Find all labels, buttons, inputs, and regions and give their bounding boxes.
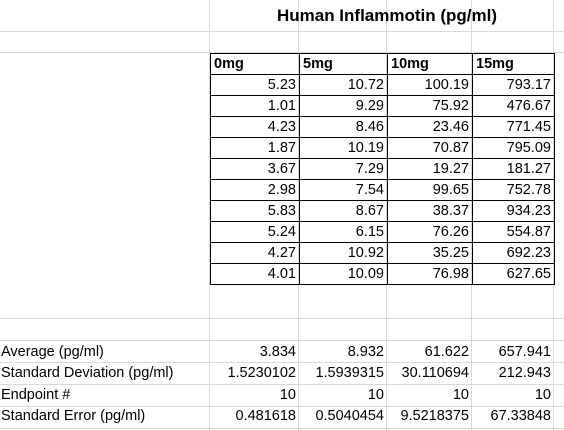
data-cell[interactable]: 9.29 [299,95,388,117]
data-cell[interactable]: 8.67 [299,200,388,222]
data-cell[interactable]: 1.01 [210,95,300,117]
stat-label[interactable]: Average (pg/ml) [1,343,104,360]
stat-row: Endpoint # 10 10 10 10 [0,384,554,406]
stat-label[interactable]: Standard Error (pg/ml) [1,408,146,425]
column-header-cell[interactable]: 5mg [299,53,388,75]
data-cell[interactable]: 752.78 [472,179,555,201]
table-row: 4.27 10.92 35.25 692.23 [210,242,555,264]
data-cell[interactable]: 181.27 [472,158,555,180]
stat-value-cell[interactable]: 0.5040454 [315,408,384,425]
stat-value-cell[interactable]: 10 [534,386,551,403]
data-cell[interactable]: 627.65 [472,263,555,285]
stat-row: Average (pg/ml) 3.834 8.932 61.622 657.941 [0,341,554,363]
stat-value-cell[interactable]: 9.5218375 [400,408,469,425]
data-cell[interactable]: 38.37 [387,200,473,222]
data-cell[interactable]: 99.65 [387,179,473,201]
table-row: 2.98 7.54 99.65 752.78 [210,179,555,201]
data-cell[interactable]: 10.19 [299,137,388,159]
data-cell[interactable]: 795.09 [472,137,555,159]
sheet-title[interactable]: Human Inflammotin (pg/ml) [276,6,498,25]
stat-value-cell[interactable]: 10 [279,386,296,403]
stat-row: Standard Deviation (pg/ml) 1.5230102 1.593… [0,363,554,385]
data-cell[interactable]: 19.27 [387,158,473,180]
data-cell[interactable]: 554.87 [472,221,555,243]
stat-label[interactable]: Endpoint # [1,386,71,403]
data-cell[interactable]: 10.92 [299,242,388,264]
data-cell[interactable]: 6.15 [299,221,388,243]
data-cell[interactable]: 5.23 [210,74,300,96]
data-cell[interactable]: 10.09 [299,263,388,285]
table-row: 5.83 8.67 38.37 934.23 [210,200,555,222]
table-row: 1.01 9.29 75.92 476.67 [210,95,555,117]
column-header-cell[interactable]: 15mg [472,53,555,75]
stat-value-cell[interactable]: 10 [367,386,384,403]
data-cell[interactable]: 771.45 [472,116,555,138]
stat-value-cell[interactable]: 3.834 [259,343,296,360]
summary-statistics: Average (pg/ml) 3.834 8.932 61.622 657.941 St… [0,341,554,427]
data-table: 0mg 5mg 10mg 15mg 5.23 10.72 100.19 793.17 1… [210,53,555,285]
stat-value-cell[interactable]: 0.481618 [235,408,296,425]
stat-value-cell[interactable]: 10 [452,386,469,403]
data-cell[interactable]: 692.23 [472,242,555,264]
header-row: 0mg 5mg 10mg 15mg [210,53,555,75]
stat-value-cell[interactable]: 212.943 [498,365,551,382]
data-cell[interactable]: 5.24 [210,221,300,243]
stat-value-cell[interactable]: 30.110694 [401,365,469,382]
table-row: 4.01 10.09 76.98 627.65 [210,263,555,285]
stat-value-cell[interactable]: 8.932 [347,343,384,360]
stat-value-cell[interactable]: 67.33848 [490,408,551,425]
data-cell[interactable]: 4.01 [210,263,300,285]
stat-value-cell[interactable]: 1.5939315 [315,365,384,382]
table-row: 5.24 6.15 76.26 554.87 [210,221,555,243]
data-cell[interactable]: 76.26 [387,221,473,243]
column-header-cell[interactable]: 0mg [210,53,300,75]
stat-label[interactable]: Standard Deviation (pg/ml) [1,365,174,382]
data-cell[interactable]: 2.98 [210,179,300,201]
table-row: 1.87 10.19 70.87 795.09 [210,137,555,159]
data-cell[interactable]: 70.87 [387,137,473,159]
data-cell[interactable]: 23.46 [387,116,473,138]
column-header-cell[interactable]: 10mg [387,53,473,75]
stat-value-cell[interactable]: 1.5230102 [227,365,296,382]
data-cell[interactable]: 100.19 [387,74,473,96]
data-cell[interactable]: 7.29 [299,158,388,180]
data-cell[interactable]: 1.87 [210,137,300,159]
data-cell[interactable]: 934.23 [472,200,555,222]
data-cell[interactable]: 4.27 [210,242,300,264]
data-cell[interactable]: 10.72 [299,74,388,96]
table-row: 3.67 7.29 19.27 181.27 [210,158,555,180]
data-cell[interactable]: 75.92 [387,95,473,117]
data-cell[interactable]: 476.67 [472,95,555,117]
data-cell[interactable]: 3.67 [210,158,300,180]
data-cell[interactable]: 76.98 [387,263,473,285]
data-cell[interactable]: 793.17 [472,74,555,96]
data-cell[interactable]: 5.83 [210,200,300,222]
stat-value-cell[interactable]: 657.941 [498,343,551,360]
table-row: 5.23 10.72 100.19 793.17 [210,74,555,96]
table-row: 4.23 8.46 23.46 771.45 [210,116,555,138]
data-cell[interactable]: 7.54 [299,179,388,201]
data-cell[interactable]: 4.23 [210,116,300,138]
stat-row: Standard Error (pg/ml) 0.481618 0.5040454 9… [0,406,554,428]
data-cell[interactable]: 8.46 [299,116,388,138]
stat-value-cell[interactable]: 61.622 [424,343,469,360]
data-cell[interactable]: 35.25 [387,242,473,264]
